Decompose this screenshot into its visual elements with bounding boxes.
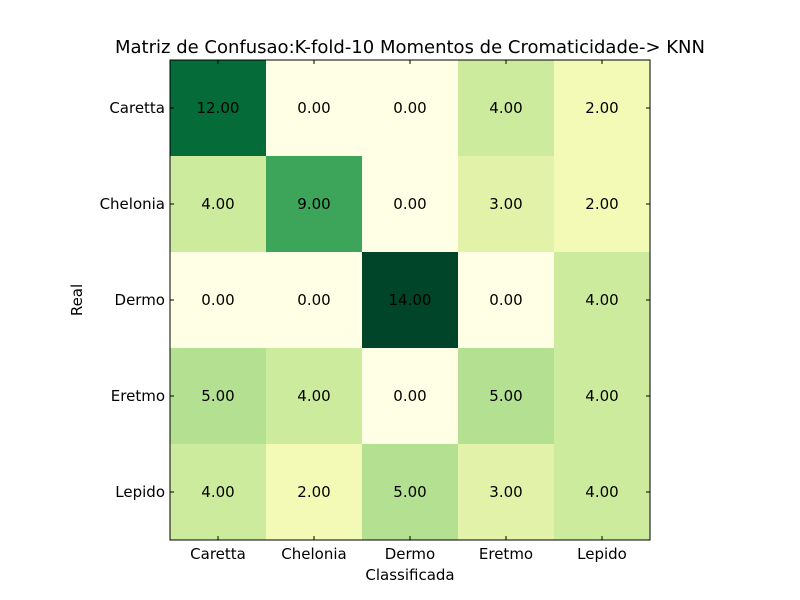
cell-value-label: 0.00 (201, 291, 234, 309)
heatmap-cell (266, 60, 363, 157)
cell-value-label: 4.00 (201, 195, 234, 213)
cell-value-label: 0.00 (297, 99, 330, 117)
heatmap-cell (170, 252, 267, 349)
cell-value-label: 0.00 (297, 291, 330, 309)
cell-value-label: 4.00 (489, 99, 522, 117)
heatmap-cell-labels: 12.00 0.00 0.00 4.00 2.00 4.00 9.00 0.00 3.00 2.0… (197, 99, 619, 501)
cell-value-label: 3.00 (489, 483, 522, 501)
x-tick-label: Caretta (190, 545, 246, 563)
heatmap-cell (554, 156, 651, 253)
x-tick-label: Eretmo (479, 545, 533, 563)
cell-value-label: 5.00 (393, 483, 426, 501)
cell-value-label: 2.00 (585, 99, 618, 117)
x-axis-label: Classificada (365, 566, 454, 584)
cell-value-label: 3.00 (489, 195, 522, 213)
cell-value-label: 2.00 (297, 483, 330, 501)
axis-ticks (170, 60, 650, 540)
cell-value-label: 4.00 (585, 387, 618, 405)
y-axis-label: Real (68, 284, 86, 316)
cell-value-label: 4.00 (297, 387, 330, 405)
heatmap-cell (362, 60, 459, 157)
y-tick-label: Lepido (115, 483, 165, 501)
heatmap-cell (362, 444, 459, 541)
y-tick-label: Caretta (109, 99, 165, 117)
cell-value-label: 9.00 (297, 195, 330, 213)
cell-value-label: 4.00 (585, 291, 618, 309)
heatmap-cell (554, 252, 651, 349)
heatmap-cell (458, 60, 555, 157)
heatmap-cell (266, 252, 363, 349)
heatmap-cell (170, 348, 267, 445)
x-tick-label: Chelonia (281, 545, 346, 563)
x-axis-tick-labels: Caretta Chelonia Dermo Eretmo Lepido (190, 545, 627, 563)
heatmap-cell (458, 252, 555, 349)
x-tick-label: Lepido (577, 545, 627, 563)
x-tick-label: Dermo (385, 545, 435, 563)
cell-value-label: 0.00 (393, 387, 426, 405)
heatmap-cell (554, 444, 651, 541)
heatmap-cell (266, 348, 363, 445)
heatmap-cell (458, 348, 555, 445)
heatmap-cell (266, 156, 363, 253)
cell-value-label: 2.00 (585, 195, 618, 213)
y-tick-label: Dermo (115, 291, 165, 309)
heatmap-cell (554, 348, 651, 445)
heatmap-cell (362, 348, 459, 445)
cell-value-label: 0.00 (393, 195, 426, 213)
cell-value-label: 4.00 (201, 483, 234, 501)
plot-frame (169, 59, 651, 541)
cell-value-label: 0.00 (393, 99, 426, 117)
heatmap-cell (266, 444, 363, 541)
y-tick-label: Eretmo (111, 387, 165, 405)
cell-value-label: 4.00 (585, 483, 618, 501)
heatmap-cell (554, 60, 651, 157)
y-axis-tick-labels: Caretta Chelonia Dermo Eretmo Lepido (100, 99, 165, 501)
cell-value-label: 5.00 (489, 387, 522, 405)
heatmap-cell (170, 60, 267, 157)
heatmap-cell (458, 444, 555, 541)
cell-value-label: 14.00 (389, 291, 432, 309)
chart-title: Matriz de Confusao:K-fold-10 Momentos de… (115, 37, 705, 58)
cell-value-label: 12.00 (197, 99, 240, 117)
cell-value-label: 5.00 (201, 387, 234, 405)
heatmap-cell (170, 444, 267, 541)
heatmap-cell (458, 156, 555, 253)
heatmap-cell (362, 252, 459, 349)
y-tick-label: Chelonia (100, 195, 165, 213)
cell-value-label: 0.00 (489, 291, 522, 309)
heatmap-cell (362, 156, 459, 253)
heatmap-cells (170, 60, 651, 541)
heatmap-cell (170, 156, 267, 253)
